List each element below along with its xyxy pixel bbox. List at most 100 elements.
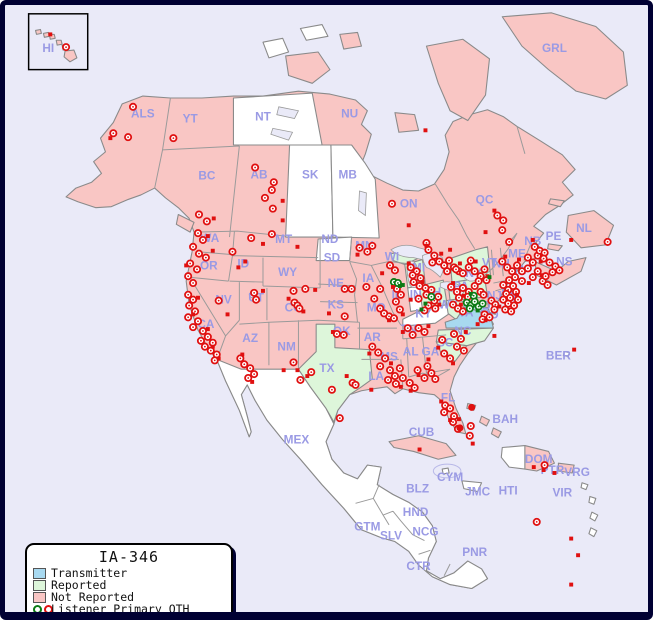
listener-primary-qth-marker xyxy=(458,269,467,278)
region-label-NM: NM xyxy=(277,341,296,354)
listener-primary-qth-marker xyxy=(384,375,393,384)
region-label-VIR: VIR xyxy=(552,487,572,500)
listener-primary-qth-marker xyxy=(540,461,549,470)
listener-other-qth-marker xyxy=(398,384,403,389)
region-label-NE: NE xyxy=(328,277,345,290)
listener-primary-qth-marker xyxy=(499,280,508,290)
listener-other-qth-marker-green xyxy=(419,307,424,312)
listener-primary-qth-marker xyxy=(499,295,508,304)
listener-primary-qth-marker xyxy=(517,277,526,286)
listener-primary-qth-marker xyxy=(347,284,356,293)
listener-other-qth-marker xyxy=(301,309,306,314)
region-label-ID: ID xyxy=(237,257,249,270)
region-label-SD: SD xyxy=(324,252,340,265)
listener-primary-qth-marker xyxy=(466,256,475,265)
listener-primary-qth-marker xyxy=(362,282,371,291)
listener-other-qth-marker xyxy=(408,388,413,393)
listener-other-qth-marker xyxy=(305,374,310,379)
region-label-OR: OR xyxy=(200,259,218,272)
listener-primary-qth-marker xyxy=(456,334,465,343)
listener-primary-qth-marker xyxy=(194,249,204,258)
antilles-4 xyxy=(588,527,598,538)
banks-island xyxy=(262,37,290,59)
region-mexico-central-america xyxy=(216,358,489,590)
listener-primary-qth-marker xyxy=(423,362,432,371)
listener-primary-qth-marker xyxy=(395,364,404,373)
cayman-ring xyxy=(432,463,462,479)
listener-primary-qth-marker xyxy=(499,216,508,225)
listener-other-qth-marker-green xyxy=(487,275,492,280)
listener-primary-qth-marker xyxy=(296,375,305,384)
listener-primary-qth-marker xyxy=(387,199,397,208)
listener-other-qth-marker xyxy=(330,330,335,334)
listener-primary-qth-marker xyxy=(413,366,422,375)
region-label-AR: AR xyxy=(364,331,382,344)
arctic-island-1 xyxy=(299,24,329,41)
listener-primary-qth-marker xyxy=(493,211,502,220)
listener-other-qth-marker xyxy=(569,582,574,587)
region-label-NT: NT xyxy=(255,111,272,124)
region-label-AB: AB xyxy=(251,168,268,181)
listener-primary-qth-marker xyxy=(301,284,310,293)
listener-primary-qth-marker xyxy=(523,253,532,262)
listener-markers xyxy=(48,32,612,587)
region-label-BC: BC xyxy=(198,169,216,182)
listener-primary-qth-marker xyxy=(246,364,255,373)
listener-other-qth-marker xyxy=(280,198,285,203)
listener-other-qth-marker xyxy=(205,327,210,332)
listener-other-qth-marker xyxy=(492,208,497,213)
bahamas-3 xyxy=(490,427,502,439)
listener-other-qth-marker-green xyxy=(468,291,473,296)
listener-primary-qth-marker xyxy=(414,324,423,333)
listener-primary-qth-marker xyxy=(454,293,463,302)
listener-primary-qth-marker xyxy=(510,301,519,310)
listener-primary-qth-marker xyxy=(449,329,459,338)
listener-primary-qth-marker xyxy=(528,273,537,282)
region-label-QC: QC xyxy=(476,194,494,207)
listener-other-qth-marker xyxy=(108,136,113,141)
listener-primary-qth-marker xyxy=(545,258,554,267)
legend-label: Reported xyxy=(51,578,107,593)
region-label-NC: NC xyxy=(454,325,472,338)
vancouver-island xyxy=(175,213,195,233)
listener-primary-qth-marker xyxy=(385,261,395,270)
listener-other-qth-marker xyxy=(400,330,405,334)
listener-other-qth-marker xyxy=(517,257,521,262)
listener-other-qth-marker xyxy=(225,312,230,317)
cayman-islands xyxy=(441,467,450,475)
listener-other-qth-marker xyxy=(461,293,466,298)
region-label-VRG: VRG xyxy=(564,466,590,479)
listener-primary-qth-marker xyxy=(428,258,437,267)
listener-other-qth-marker xyxy=(475,322,480,327)
listener-other-qth-marker xyxy=(503,254,508,259)
listener-primary-qth-marker xyxy=(376,362,385,371)
listener-primary-qth-marker xyxy=(408,330,417,339)
listener-other-qth-marker xyxy=(344,374,349,379)
green-donut-icon xyxy=(33,604,42,612)
listener-primary-qth-marker-green xyxy=(470,297,479,306)
legend-label: Not Reported xyxy=(51,590,135,605)
region-label-CYM: CYM xyxy=(437,471,463,484)
listener-other-qth-marker xyxy=(497,304,502,309)
listener-primary-qth-marker xyxy=(196,336,205,345)
listener-primary-qth-marker xyxy=(458,307,467,316)
listener-primary-qth-marker xyxy=(193,317,203,326)
region-label-PE: PE xyxy=(546,230,562,243)
arctic-island-2 xyxy=(339,31,362,50)
listener-other-qth-marker xyxy=(539,273,544,278)
listener-primary-qth-marker xyxy=(603,237,612,246)
listener-other-qth-marker xyxy=(457,261,462,266)
region-NT xyxy=(232,92,323,146)
listener-primary-qth-marker xyxy=(247,233,256,243)
region-label-WY: WY xyxy=(278,266,297,279)
region-label-YT: YT xyxy=(183,113,199,126)
region-label-TX: TX xyxy=(319,362,334,375)
listener-other-qth-marker xyxy=(485,274,490,279)
region-label-LA: LA xyxy=(368,370,384,383)
listener-other-qth-marker xyxy=(569,238,574,242)
listener-primary-qth-marker xyxy=(268,204,277,213)
listener-primary-qth-marker xyxy=(62,43,71,52)
listener-other-qth-marker xyxy=(463,330,468,334)
listener-primary-qth-marker xyxy=(505,237,514,246)
anticosti-island xyxy=(548,198,565,208)
